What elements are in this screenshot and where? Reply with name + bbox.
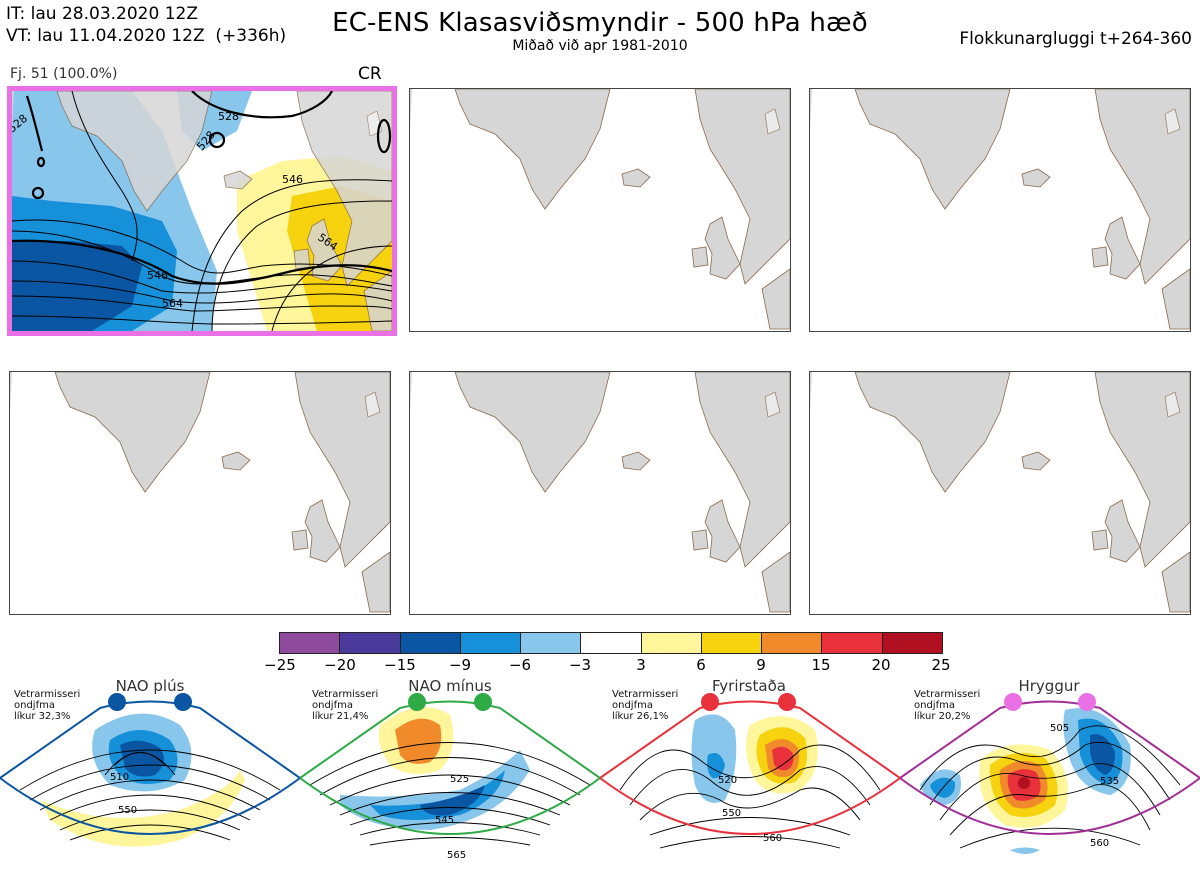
colorbar-swatch	[762, 633, 823, 653]
regime-info-line: líkur 21,4%	[312, 711, 369, 722]
colorbar-swatch	[882, 633, 942, 653]
cluster-map-1[interactable]: 528 528 546 564 546 564 528	[7, 86, 397, 336]
regime-map-ridge[interactable]: 505 535 560	[900, 690, 1200, 871]
regime-info-line: Vetrarmisseri	[914, 689, 981, 700]
colorbar-tick: −6	[508, 656, 532, 674]
colorbar-swatch	[581, 633, 642, 653]
regime-info-line: ondjfma	[14, 700, 55, 711]
regime-info: Vetrarmisseri ondjfma líkur 32,3%	[14, 689, 80, 722]
colorbar-tick: −25	[264, 656, 296, 674]
colorbar-swatch	[280, 633, 341, 653]
regime-info-line: líkur 26,1%	[612, 711, 669, 722]
regime-map-blocking[interactable]: 520 550 560	[600, 690, 900, 871]
colorbar-tick: 20	[871, 656, 891, 674]
page-title: EC-ENS Klasasviðsmyndir - 500 hPa hæð	[332, 8, 868, 38]
map-land	[810, 89, 1190, 330]
regime-info: Vetrarmisseri ondjfma líkur 26,1%	[612, 689, 678, 722]
cluster-map-3[interactable]	[809, 88, 1191, 332]
regime-map-nao-plus[interactable]: 510 550	[0, 690, 300, 871]
colorbar-tick: 25	[931, 656, 951, 674]
contour-label: 565	[447, 850, 466, 861]
cluster-map-1-svg: 528 528 546 564 546 564 528	[12, 91, 392, 331]
colorbar-swatch	[641, 633, 702, 653]
colorbar	[279, 632, 943, 654]
cluster-map-5[interactable]	[409, 371, 791, 615]
colorbar-tick: −20	[324, 656, 356, 674]
contour-label: 510	[110, 772, 129, 783]
contour-label: 505	[1050, 723, 1069, 734]
cluster-map-2[interactable]	[409, 88, 791, 332]
colorbar-swatch	[701, 633, 763, 653]
contour-label: 528	[218, 110, 239, 123]
contour-label: 564	[162, 297, 183, 310]
page-subtitle: Miðað við apr 1981-2010	[512, 38, 688, 54]
map-land	[810, 372, 1190, 613]
colorbar-swatch	[822, 633, 883, 653]
contour-label: 535	[1100, 776, 1119, 787]
colorbar-tick: −9	[448, 656, 472, 674]
regime-info-line: ondjfma	[312, 700, 353, 711]
contour-label: 545	[435, 815, 454, 826]
member-count-label: Fj. 51 (100.0%)	[10, 66, 118, 82]
regime-title-blocking: Fyrirstaða	[712, 677, 786, 695]
contour-label: 546	[147, 269, 168, 282]
regime-info: Vetrarmisseri ondjfma líkur 21,4%	[312, 689, 378, 722]
contour-label: 520	[718, 775, 737, 786]
valid-time: VT: lau 11.04.2020 12Z (+336h)	[6, 26, 287, 46]
regime-map-nao-minus[interactable]: 525 545 565	[300, 690, 600, 871]
regime-info-line: líkur 20,2%	[914, 711, 971, 722]
regime-title-nao-minus: NAO mínus	[408, 677, 492, 695]
colorbar-swatch	[400, 633, 461, 653]
map-land	[410, 89, 790, 330]
regime-title-ridge: Hryggur	[1018, 677, 1080, 695]
colorbar-tick: 9	[756, 656, 766, 674]
regime-info-line: ondjfma	[612, 700, 653, 711]
map-land	[10, 372, 390, 613]
contour-label: 550	[722, 808, 741, 819]
contour-label: 546	[282, 173, 303, 186]
regime-title-nao-plus: NAO plús	[115, 677, 185, 695]
regime-info-line: Vetrarmisseri	[612, 689, 679, 700]
cluster-map-6[interactable]	[809, 371, 1191, 615]
colorbar-tick: 15	[811, 656, 831, 674]
map-land	[410, 372, 790, 613]
contour-label: 525	[450, 774, 469, 785]
contour-label: 560	[763, 833, 782, 844]
regime-info-line: Vetrarmisseri	[14, 689, 81, 700]
colorbar-swatch	[340, 633, 401, 653]
contour-label: 550	[118, 805, 137, 816]
initial-time: IT: lau 28.03.2020 12Z	[6, 4, 198, 24]
regime-info: Vetrarmisseri ondjfma líkur 20,2%	[914, 689, 980, 722]
regime-info-line: Vetrarmisseri	[312, 689, 379, 700]
regime-info-line: líkur 32,3%	[14, 711, 71, 722]
regime-info-line: ondjfma	[914, 700, 955, 711]
header-info: IT: lau 28.03.2020 12Z VT: lau 11.04.202…	[6, 3, 286, 47]
regime-code: CR	[358, 64, 382, 84]
colorbar-tick: 6	[696, 656, 706, 674]
contour-label: 560	[1090, 838, 1109, 849]
colorbar-tick: −15	[384, 656, 416, 674]
colorbar-tick: −3	[568, 656, 592, 674]
cluster-map-4[interactable]	[9, 371, 391, 615]
colorbar-swatch	[521, 633, 582, 653]
colorbar-swatch	[460, 633, 522, 653]
colorbar-tick: 3	[636, 656, 646, 674]
classification-window: Flokkunargluggi t+264-360	[959, 29, 1192, 49]
